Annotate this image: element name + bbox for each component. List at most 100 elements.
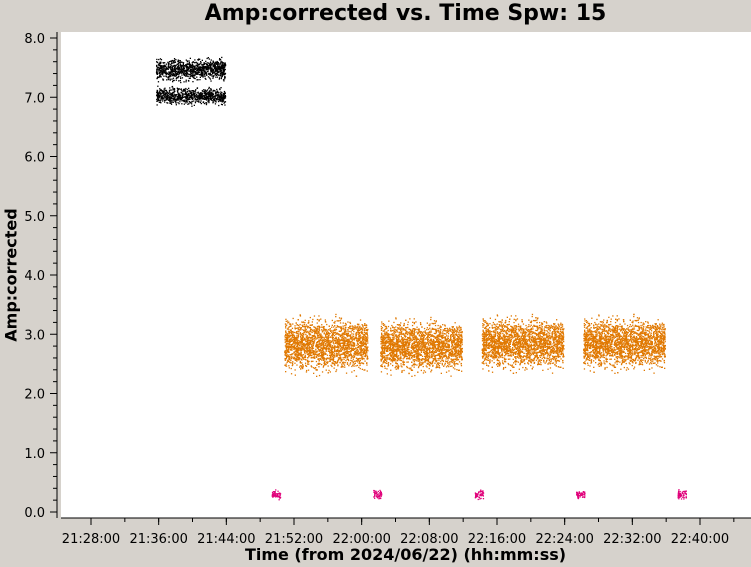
data-point [156, 98, 158, 101]
data-point [354, 353, 356, 355]
data-point [173, 75, 175, 77]
data-point [381, 327, 384, 329]
data-point [330, 356, 332, 359]
data-point [400, 351, 402, 353]
data-point [355, 347, 357, 349]
data-point [194, 62, 196, 64]
data-point [294, 344, 296, 346]
data-point [313, 354, 315, 356]
data-point [318, 346, 320, 348]
data-point [306, 348, 308, 350]
data-point [173, 70, 176, 72]
data-point [212, 102, 214, 104]
data-point [284, 350, 286, 352]
data-point [160, 94, 162, 96]
data-point [218, 94, 220, 96]
data-point [425, 365, 427, 367]
data-point [311, 329, 314, 332]
data-point [209, 61, 212, 63]
data-point [300, 344, 302, 346]
data-point [342, 346, 345, 348]
data-point [179, 99, 182, 101]
data-point [333, 351, 336, 353]
data-point [177, 65, 179, 67]
data-point [159, 74, 161, 77]
data-point [299, 347, 301, 349]
data-point [183, 66, 185, 68]
data-point [305, 351, 307, 353]
data-point [351, 344, 353, 346]
data-point [184, 73, 186, 75]
data-point [363, 338, 365, 340]
data-point [291, 353, 293, 355]
data-point [205, 72, 208, 74]
data-point [167, 76, 169, 78]
data-point [220, 93, 222, 95]
data-point [360, 331, 362, 333]
data-point [426, 332, 428, 334]
data-point [311, 349, 313, 351]
data-point [335, 329, 338, 331]
data-point [307, 325, 309, 327]
data-point [318, 360, 320, 362]
data-point [219, 100, 221, 102]
data-point [206, 62, 208, 64]
data-point [191, 66, 194, 68]
data-point [186, 65, 188, 67]
data-point [170, 96, 172, 99]
data-point [328, 347, 330, 349]
data-point [445, 346, 447, 348]
data-point [337, 351, 340, 353]
data-point [158, 96, 160, 98]
data-point [157, 85, 159, 87]
data-point [302, 357, 304, 359]
data-point [318, 335, 320, 337]
data-point [212, 75, 215, 77]
data-point [308, 348, 310, 350]
data-point [164, 62, 166, 64]
data-point [386, 368, 388, 370]
data-point [301, 359, 303, 361]
data-point [421, 333, 423, 336]
data-point [307, 354, 310, 356]
data-point [170, 65, 172, 67]
data-point [294, 354, 296, 356]
data-point [307, 338, 309, 340]
data-point [325, 361, 327, 363]
data-point [183, 68, 185, 70]
data-point [220, 91, 222, 93]
data-point [319, 348, 322, 351]
data-point [179, 68, 181, 70]
data-point [199, 66, 201, 68]
data-point [346, 349, 348, 351]
data-point [349, 334, 351, 336]
data-point [194, 73, 196, 75]
data-point [309, 333, 312, 336]
data-point [338, 340, 340, 342]
data-point [326, 330, 328, 333]
data-point [365, 350, 367, 353]
data-point [339, 361, 341, 364]
data-point [435, 354, 437, 357]
data-point [353, 342, 355, 344]
data-point [334, 356, 336, 358]
data-point [197, 73, 199, 75]
data-point [173, 98, 176, 101]
data-point [204, 74, 206, 76]
data-point [304, 350, 307, 352]
data-point [348, 340, 350, 342]
data-point [305, 335, 307, 337]
data-point [168, 76, 170, 78]
data-point [402, 329, 404, 331]
data-point [435, 344, 437, 346]
data-point [340, 330, 342, 332]
data-point [297, 358, 299, 360]
data-point [193, 94, 195, 96]
data-point [194, 68, 197, 71]
data-point [297, 329, 299, 331]
data-point [345, 324, 347, 326]
data-point [173, 61, 176, 63]
data-point [304, 322, 306, 324]
data-point [213, 89, 216, 92]
data-point [204, 90, 207, 92]
